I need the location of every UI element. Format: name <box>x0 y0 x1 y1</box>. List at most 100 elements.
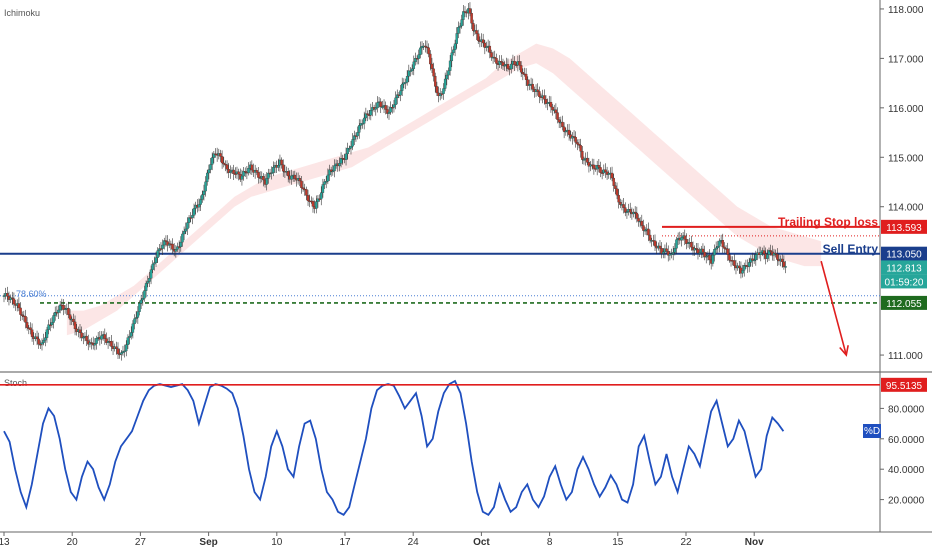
candle-body <box>633 211 637 214</box>
candle-body <box>210 157 214 165</box>
candle-body <box>470 13 473 24</box>
candle-body <box>47 324 50 330</box>
price-tick-label: 118.000 <box>888 5 924 16</box>
candle-body <box>80 332 83 338</box>
candle-body <box>301 187 305 190</box>
candle-body <box>703 251 706 258</box>
candle-body <box>267 172 270 179</box>
candle-body <box>665 248 668 252</box>
candle-body <box>357 125 361 133</box>
candle-body <box>414 58 417 63</box>
candle-body <box>369 109 373 116</box>
candle-body <box>298 178 302 182</box>
candle-body <box>701 248 705 253</box>
candle-body <box>424 45 427 48</box>
candle-body <box>500 61 503 63</box>
candle-body <box>321 184 325 193</box>
candle-body <box>346 148 349 155</box>
candle-body <box>58 304 62 311</box>
candle-body <box>780 258 784 262</box>
candle-body <box>349 146 353 149</box>
tag-countdown-bg <box>881 274 927 289</box>
candle-body <box>742 265 746 271</box>
candle-body <box>153 262 156 265</box>
candle-body <box>328 169 331 176</box>
candle-body <box>419 47 422 55</box>
candle-body <box>128 336 131 338</box>
candle-body <box>592 164 596 169</box>
candle-body <box>481 39 485 44</box>
candle-body <box>324 181 328 183</box>
candles <box>2 2 787 361</box>
candle-body <box>189 217 192 219</box>
candle-body <box>582 159 586 161</box>
candle-body <box>536 89 539 92</box>
candle-body <box>457 27 460 34</box>
candle-body <box>222 162 226 165</box>
candle-body <box>138 303 141 312</box>
candle-body <box>647 228 650 236</box>
candle-body <box>39 343 42 346</box>
candle-body <box>708 255 711 261</box>
candle-body <box>643 229 647 232</box>
candle-body <box>67 307 70 315</box>
candle-body <box>680 237 683 241</box>
candle-body <box>219 153 222 157</box>
candle-body <box>116 348 120 355</box>
tag-countdown-text: 01:59:20 <box>885 277 924 288</box>
candle-body <box>270 172 273 174</box>
candle-body <box>435 86 439 94</box>
candle-body <box>604 169 607 173</box>
candle-body <box>495 57 498 64</box>
candle-body <box>510 63 513 70</box>
candle-body <box>455 33 458 44</box>
candle-body <box>723 246 726 249</box>
candle-body <box>353 135 356 140</box>
candle-body <box>148 278 151 282</box>
price-tick-label: 115.000 <box>888 153 924 164</box>
candle-body <box>562 126 566 132</box>
candle-body <box>42 339 45 343</box>
candle-body <box>784 266 787 268</box>
candle-body <box>125 344 128 352</box>
candle-body <box>685 239 688 244</box>
candle-body <box>531 83 534 90</box>
candle-body <box>675 239 678 249</box>
candle-body <box>389 107 392 113</box>
time-tick-label: 10 <box>271 537 283 548</box>
candle-body <box>272 167 275 173</box>
candle-body <box>614 185 617 189</box>
candle-body <box>243 171 247 173</box>
candle-body <box>72 318 75 323</box>
candle-body <box>628 209 632 213</box>
tag-support-text: 112.055 <box>886 299 922 310</box>
candle-body <box>234 173 237 175</box>
ichimoku-cloud-area <box>66 43 822 336</box>
candle-body <box>399 90 402 96</box>
candle-body <box>711 254 715 264</box>
candle-body <box>143 290 146 299</box>
candle-body <box>460 19 463 27</box>
candle-body <box>754 254 758 261</box>
candle-body <box>191 215 194 218</box>
stoch-legend-tag: %D <box>864 426 880 437</box>
tag-stoch-level-text: 95.5135 <box>886 381 923 392</box>
candle-body <box>115 346 118 349</box>
price-panel <box>0 0 880 372</box>
candle-body <box>374 107 378 110</box>
candle-body <box>728 254 731 261</box>
candle-body <box>425 46 429 49</box>
candle-body <box>131 323 135 333</box>
candle-body <box>619 201 622 205</box>
candle-body <box>242 171 245 177</box>
candle-body <box>493 56 496 59</box>
candle-body <box>766 254 769 259</box>
candle-body <box>518 61 521 66</box>
candle-body <box>716 246 720 249</box>
candle-body <box>229 170 232 173</box>
candle-body <box>319 192 323 200</box>
candle-body <box>25 322 29 328</box>
candle-body <box>286 171 290 177</box>
candle-body <box>549 101 553 108</box>
candle-body <box>387 111 391 114</box>
